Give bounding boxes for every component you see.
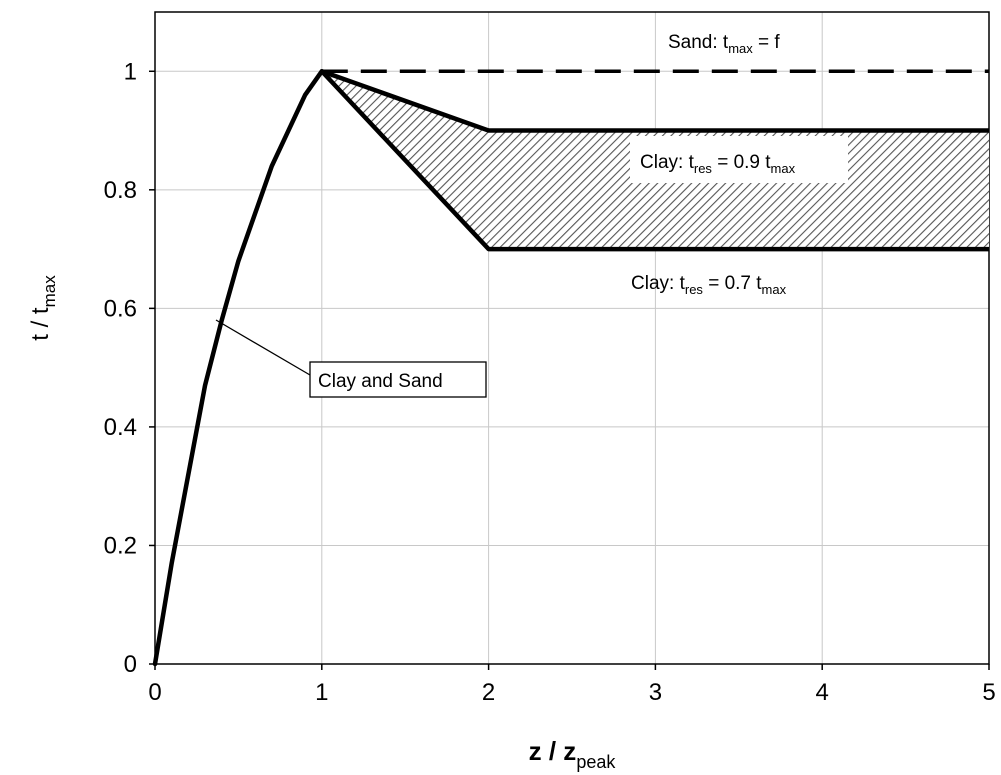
- annotation-sand-sub: max: [728, 41, 753, 56]
- x-axis-ticks: 0 1 2 3 4 5: [148, 664, 996, 706]
- annotation-clay-0-9-box: [630, 136, 848, 183]
- x-axis-title-sub: peak: [576, 752, 616, 772]
- annotation-clay-0-9-sub: res: [694, 161, 713, 176]
- annotation-clay-0-7-sub2: max: [762, 282, 787, 297]
- x-tick-label: 3: [649, 679, 662, 706]
- x-axis-title: z / zpeak: [529, 736, 617, 772]
- y-axis-ticks: 0 0.2 0.4 0.6 0.8 1: [104, 58, 155, 678]
- x-tick-label: 0: [148, 679, 161, 706]
- y-tick-label: 0.2: [104, 532, 137, 559]
- annotation-sand: Sand: tmax = f: [668, 32, 780, 56]
- annotation-clay-0-9: Clay: tres = 0.9 tmax: [640, 152, 796, 176]
- y-tick-label: 1: [124, 58, 137, 85]
- series-clay-0-7: [320, 69, 989, 252]
- callout-leader-line: [215, 319, 311, 376]
- plot-border: [154, 11, 990, 665]
- x-tick-label: 4: [816, 679, 829, 706]
- x-axis-title-base: z / z: [529, 736, 577, 766]
- y-tick-label: 0.8: [104, 177, 137, 204]
- annotation-clay-0-9-sub2: max: [771, 161, 796, 176]
- annotation-clay-0-9-base: Clay: t: [640, 152, 695, 173]
- y-tick-label: 0: [124, 651, 137, 678]
- annotation-sand-base: Sand: t: [668, 32, 729, 53]
- grid-lines: [155, 12, 989, 664]
- annotation-sand-rest: = f: [753, 32, 781, 53]
- series-clay-and-sand: [152, 69, 325, 667]
- annotation-clay-0-9-rest: = 0.9 t: [712, 152, 771, 173]
- x-tick-label: 2: [482, 679, 495, 706]
- annotation-clay-0-7-sub: res: [685, 282, 704, 297]
- x-tick-label: 5: [982, 679, 995, 706]
- annotation-clay-0-7: Clay: tres = 0.7 tmax: [631, 273, 787, 297]
- y-tick-label: 0.6: [104, 295, 137, 322]
- annotation-clay-and-sand-box: [309, 361, 487, 398]
- annotation-clay-and-sand: Clay and Sand: [318, 371, 443, 392]
- x-tick-label: 1: [315, 679, 328, 706]
- series-clay-0-9: [321, 69, 989, 133]
- y-axis-title-sub: max: [40, 275, 59, 308]
- y-axis-title-base: t / t: [27, 307, 54, 341]
- annotation-clay-0-7-base: Clay: t: [631, 273, 686, 294]
- y-axis-title: t / tmax: [27, 275, 59, 341]
- annotation-clay-0-7-rest: = 0.7 t: [703, 273, 762, 294]
- y-tick-label: 0.4: [104, 414, 137, 441]
